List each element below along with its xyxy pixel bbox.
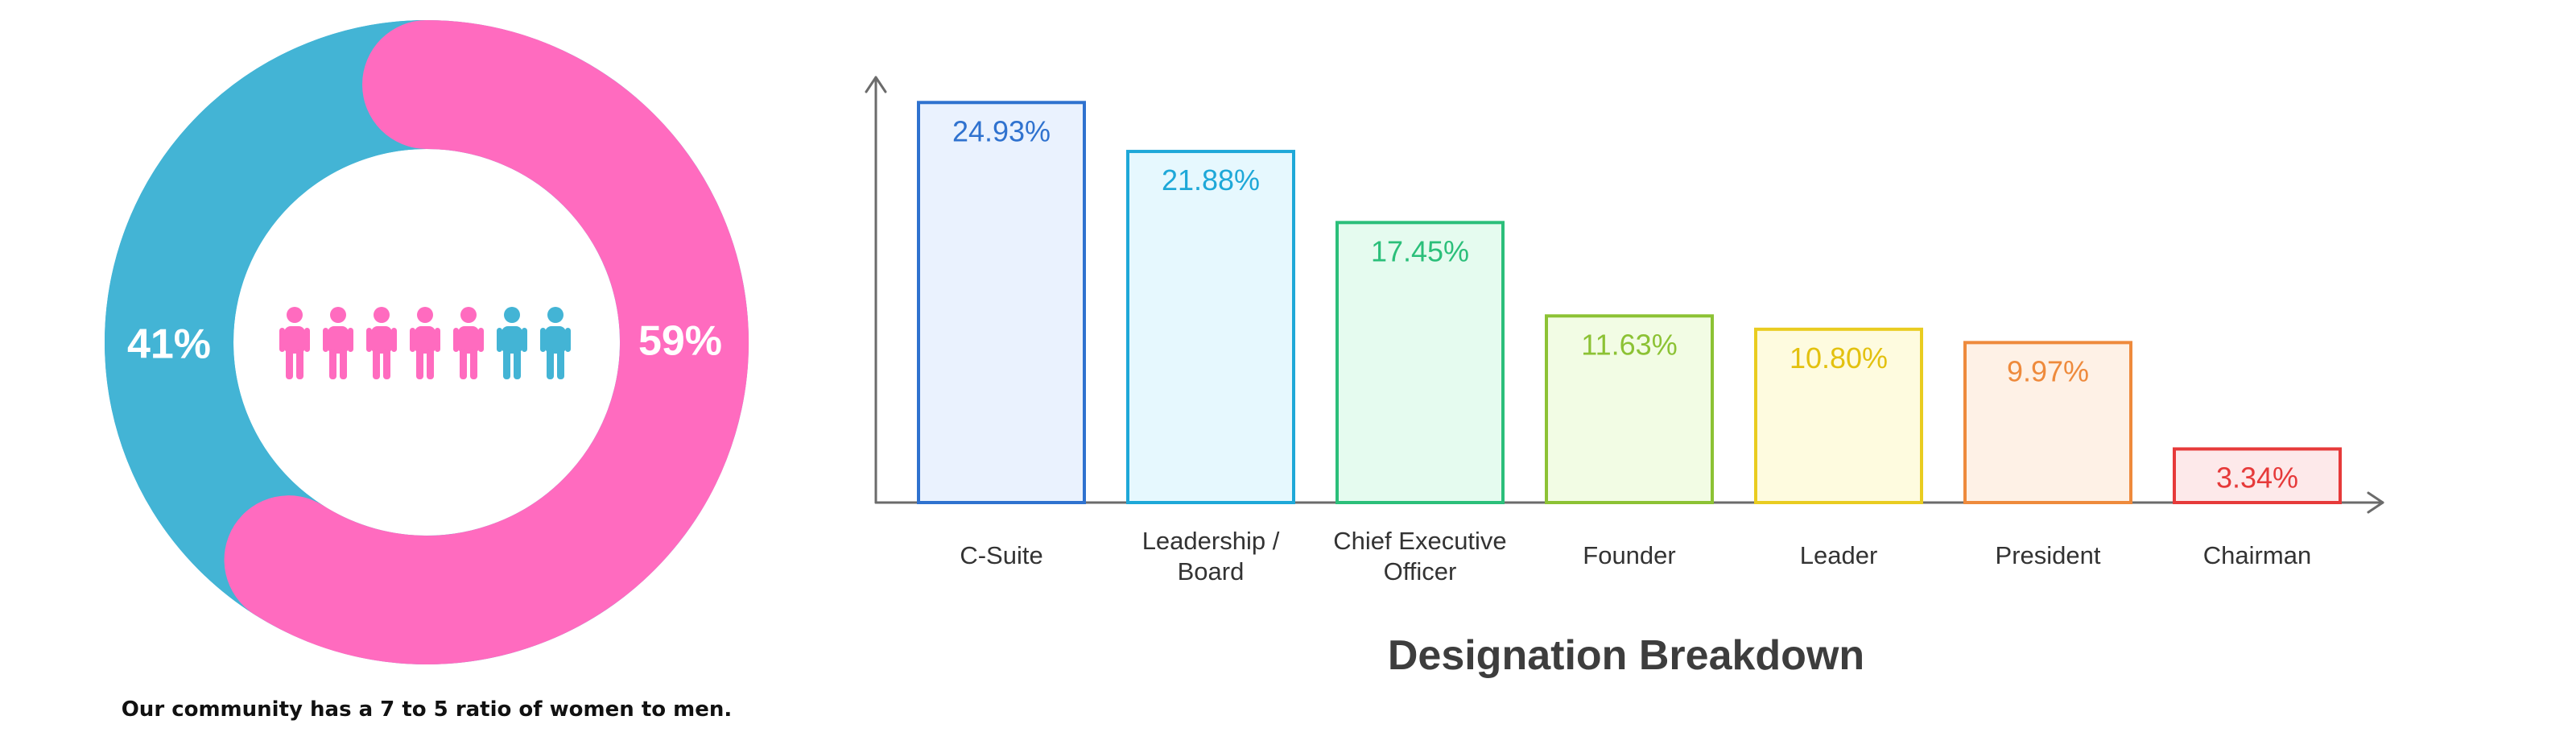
bar <box>917 101 1086 504</box>
category-tick-label: Leader <box>1800 541 1878 569</box>
bar <box>1335 221 1505 504</box>
bar-data-label: 21.88% <box>1162 163 1260 197</box>
man-figure-icon <box>497 307 527 379</box>
category-tick-label: Chairman <box>2203 541 2311 569</box>
ratio-caption: Our community has a 7 to 5 ratio of wome… <box>121 697 733 722</box>
bar <box>1545 314 1714 504</box>
woman-figure-icon <box>453 307 484 379</box>
category-tick-label: Founder <box>1583 541 1675 569</box>
bar-chart-title: Designation Breakdown <box>1387 632 1865 679</box>
bar-data-label: 3.34% <box>2216 461 2298 494</box>
bar-data-label: 10.80% <box>1790 341 1888 374</box>
bar-data-label: 17.45% <box>1371 234 1469 267</box>
woman-figure-icon <box>410 307 440 379</box>
donut-label-men: 41% <box>127 321 211 368</box>
woman-figure-icon <box>279 307 310 379</box>
designation-bar-chart: 24.93% C-Suite 21.88% Leadership / Board 17.4… <box>865 76 2384 586</box>
category-tick-label: President <box>1996 541 2101 569</box>
gender-donut-chart: 41% 59% <box>105 19 749 664</box>
donut-slice-women <box>224 20 749 664</box>
bar <box>2173 447 2342 505</box>
bar <box>1126 150 1295 504</box>
bar-data-label: 9.97% <box>2007 354 2089 387</box>
category-tick-label: C-Suite <box>960 541 1042 569</box>
man-figure-icon <box>540 307 571 379</box>
bar-data-label: 24.93% <box>952 114 1051 147</box>
category-tick-label: Leadership / Board <box>1142 527 1280 586</box>
woman-figure-icon <box>323 307 353 379</box>
woman-figure-icon <box>366 307 397 379</box>
bar <box>1754 327 1923 504</box>
bar <box>1963 341 2132 504</box>
bar-data-label: 11.63% <box>1581 328 1677 361</box>
donut-label-women: 59% <box>638 318 722 365</box>
category-tick-label: Chief Executive Officer <box>1333 527 1506 586</box>
